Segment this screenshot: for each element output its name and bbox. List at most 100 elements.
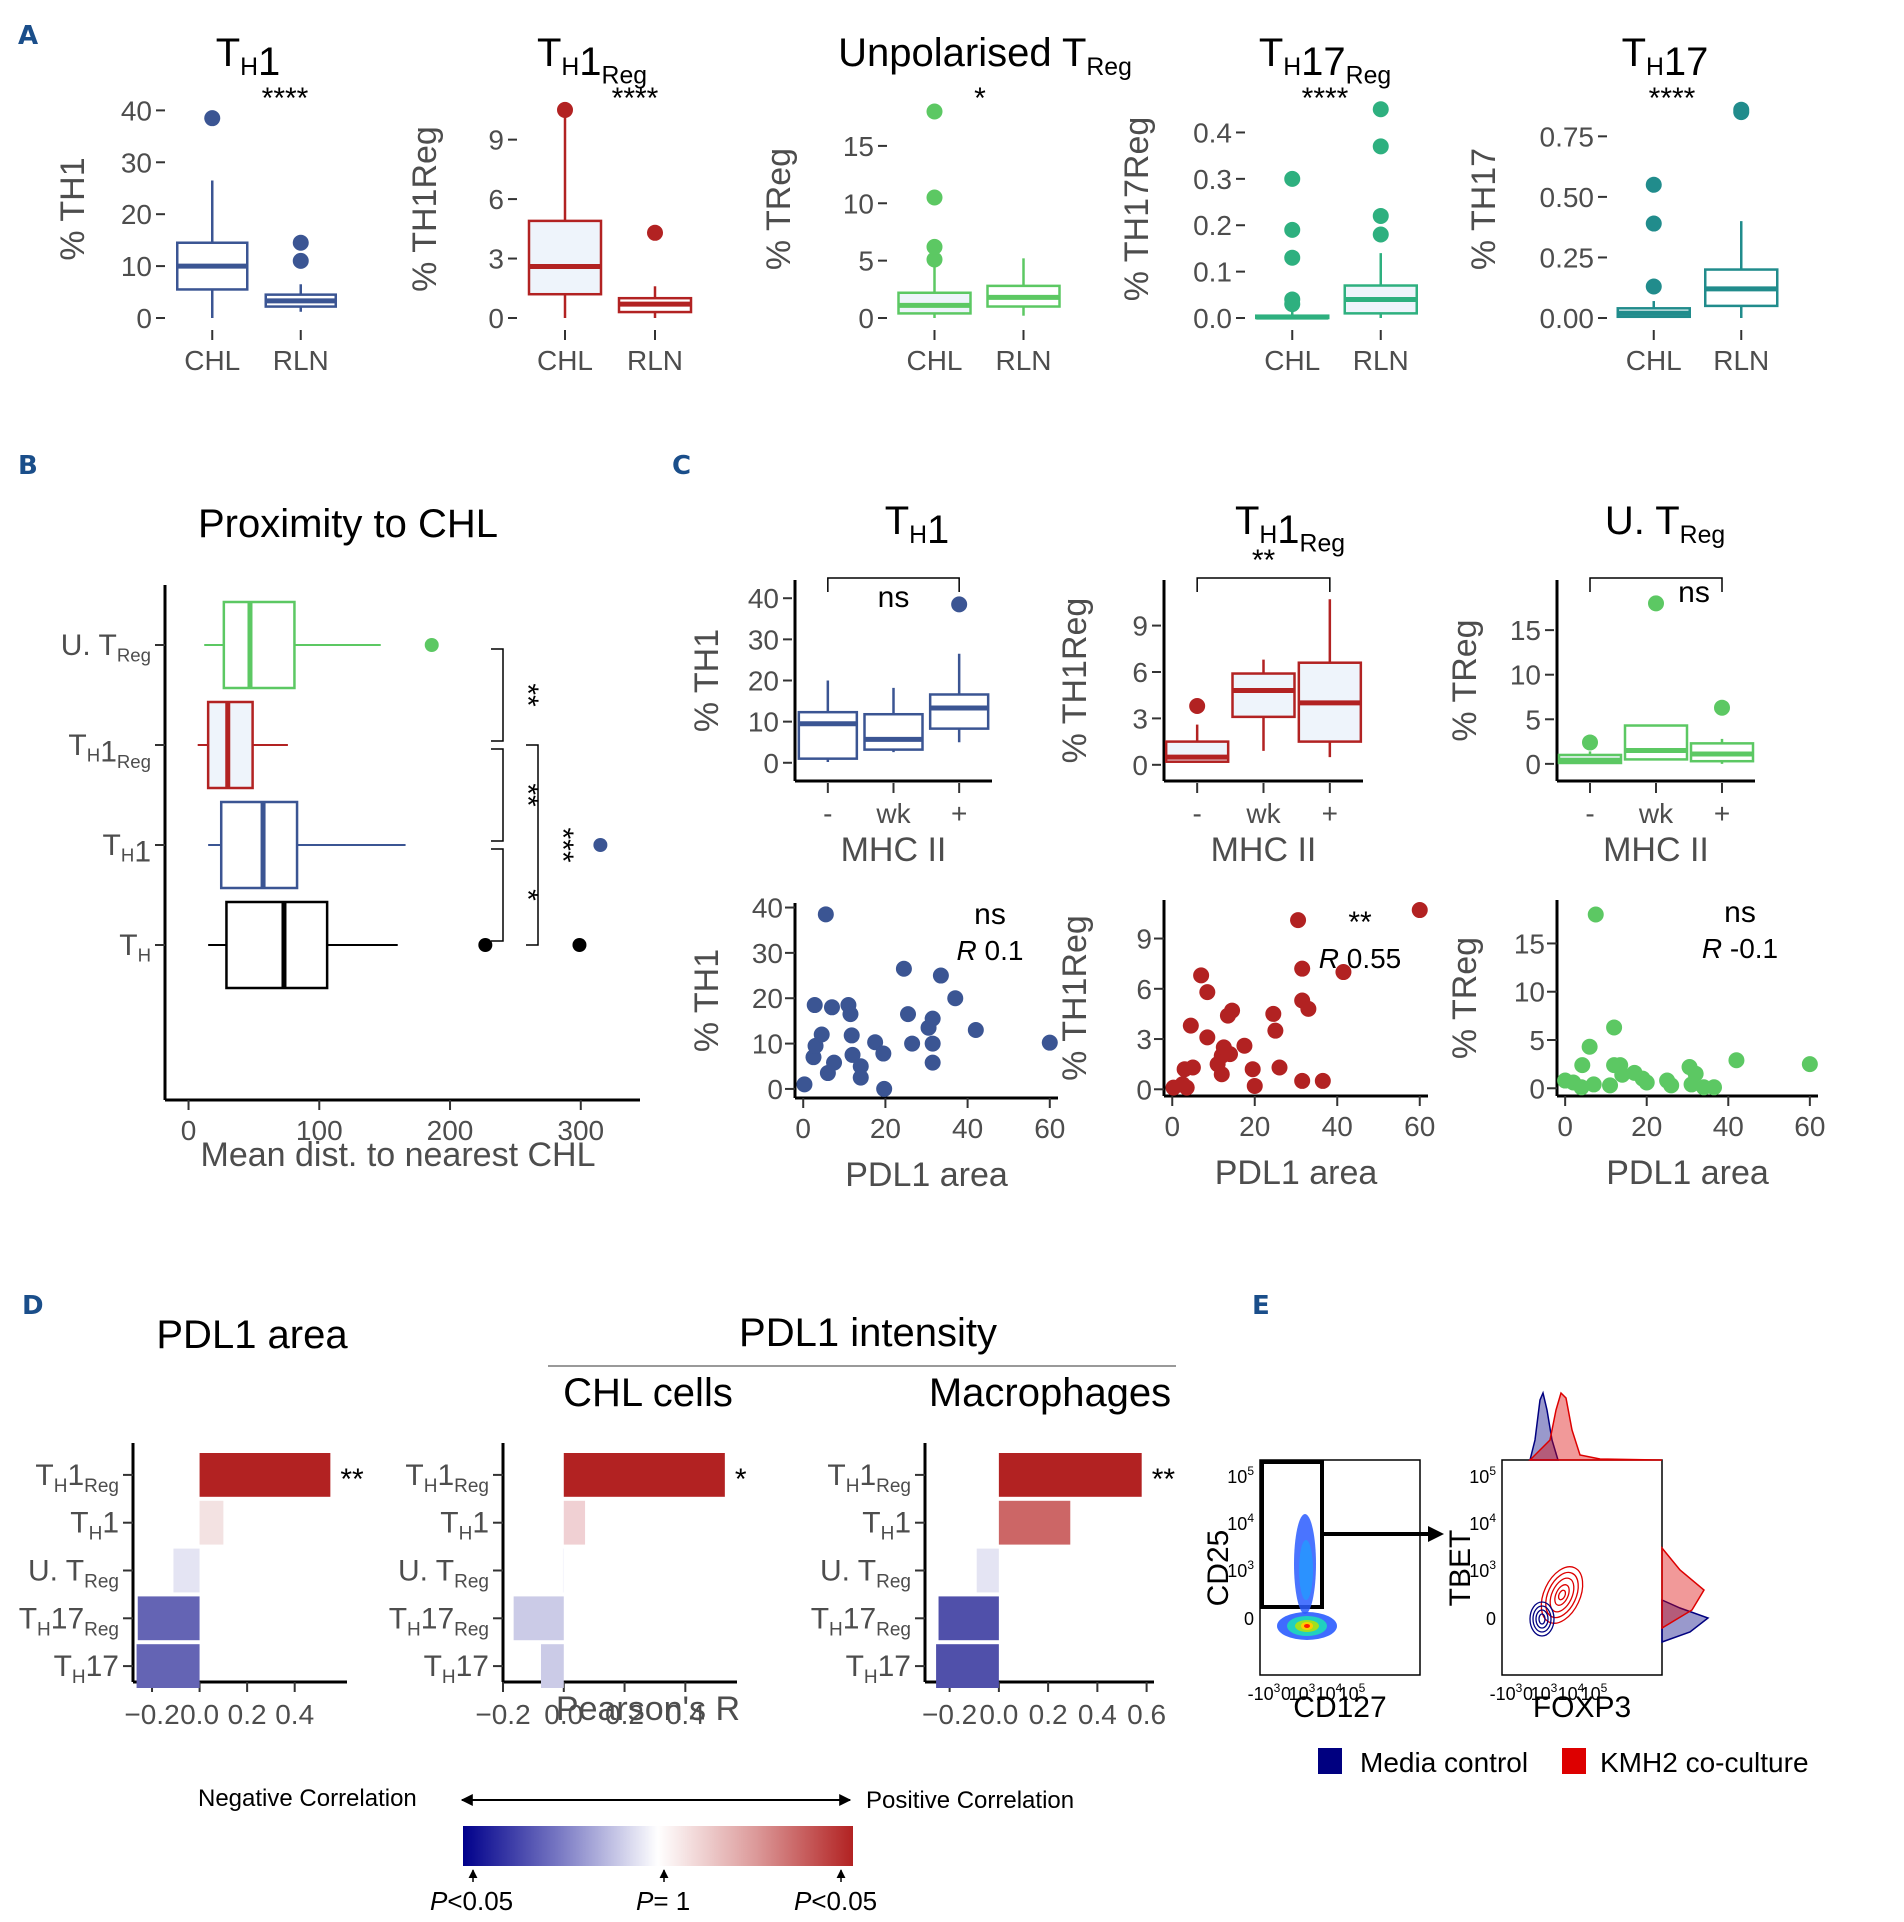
x-tick-label: RLN bbox=[995, 345, 1051, 376]
outlier-point bbox=[1372, 207, 1389, 224]
y-category-label: TH1 bbox=[70, 1507, 119, 1545]
y-axis-label: % TReg bbox=[760, 148, 798, 270]
data-point bbox=[844, 1046, 861, 1063]
chart-title-sub2: Reg bbox=[1300, 531, 1346, 558]
y-tick-label: 3 bbox=[488, 244, 504, 275]
y-tick-label: 0 bbox=[1132, 750, 1148, 781]
x-tick-label: 60 bbox=[1034, 1113, 1065, 1144]
category-part: 1 bbox=[102, 1507, 119, 1540]
significance-label: ns bbox=[1678, 576, 1710, 609]
y-tick-label: 0.0 bbox=[1193, 303, 1232, 334]
data-point bbox=[1236, 1037, 1253, 1054]
y-tick-label: 0.4 bbox=[1193, 117, 1232, 148]
category-part: 1 bbox=[437, 1459, 454, 1492]
x-tick-label: 40 bbox=[1322, 1111, 1353, 1142]
chart-title-suffix: 1 bbox=[927, 508, 949, 552]
box-RLN bbox=[986, 258, 1061, 316]
y-tick-label: 0 bbox=[1529, 1073, 1545, 1104]
y-category-label: TH1Reg bbox=[405, 1459, 489, 1497]
bar-th17reg bbox=[513, 1596, 564, 1641]
x-tick-label: 0 bbox=[181, 1115, 197, 1146]
chart-title: U. TReg bbox=[1605, 499, 1725, 549]
x-tick-label: 0 bbox=[795, 1113, 811, 1144]
significance-label: ns bbox=[878, 581, 910, 614]
y-tick-label: 30 bbox=[748, 624, 779, 655]
cd127-y-tick: 104 bbox=[1227, 1511, 1254, 1534]
tick-base: 10 bbox=[1289, 1684, 1309, 1704]
data-point bbox=[843, 1027, 860, 1044]
cd25-cd127-plot-frame bbox=[1259, 1459, 1421, 1676]
x-tick-label: −0.2 bbox=[922, 1699, 977, 1730]
data-point bbox=[823, 999, 840, 1016]
bar-th1 bbox=[563, 1500, 586, 1545]
significance-bracket bbox=[1589, 577, 1723, 592]
tick-exponent: 5 bbox=[1601, 1681, 1608, 1695]
tick-base: 10 bbox=[1227, 1514, 1247, 1534]
y-category-label: TH1Reg bbox=[827, 1459, 911, 1497]
category-part: U. T bbox=[398, 1555, 454, 1588]
y-category-label-main: U. T bbox=[61, 629, 117, 662]
y-tick-label: 3 bbox=[1132, 703, 1148, 734]
box-RLN bbox=[1343, 101, 1418, 318]
x-tick-label: 0.2 bbox=[1029, 1699, 1068, 1730]
data-point bbox=[1213, 1066, 1230, 1083]
comparison-significance: *** bbox=[546, 827, 579, 862]
data-point bbox=[904, 1035, 921, 1052]
r-value: -0.1 bbox=[1730, 933, 1778, 964]
chart-title-main: Unpolarised T bbox=[838, 31, 1086, 75]
tick-base: 0 bbox=[1486, 1609, 1496, 1629]
x-tick-label: 20 bbox=[1631, 1111, 1662, 1142]
y-tick-label: 9 bbox=[488, 125, 504, 156]
y-tick-label: 0 bbox=[858, 303, 874, 334]
data-point bbox=[1294, 960, 1311, 977]
tick-exponent: 5 bbox=[1489, 1464, 1496, 1478]
legend-swatch-media-control bbox=[1318, 1748, 1342, 1774]
chart-title-suffix: 1 bbox=[579, 40, 601, 84]
y-tick-label: 20 bbox=[748, 666, 779, 697]
data-point bbox=[876, 1080, 893, 1097]
y-tick-label: 10 bbox=[1514, 977, 1545, 1008]
iqr-box bbox=[863, 712, 924, 751]
x-tick-label: −0.2 bbox=[124, 1699, 179, 1730]
x-tick-label: 0 bbox=[1557, 1111, 1573, 1142]
y-tick-label: 0.3 bbox=[1193, 164, 1232, 195]
data-point bbox=[1581, 1038, 1598, 1055]
y-tick-label: 40 bbox=[121, 95, 152, 126]
data-point bbox=[1663, 1077, 1680, 1094]
y-tick-label: 0.50 bbox=[1540, 182, 1595, 213]
x-tick-label: CHL bbox=[537, 345, 593, 376]
x-tick-label: 0.4 bbox=[666, 1699, 705, 1730]
y-tick-label: 0.1 bbox=[1193, 257, 1232, 288]
iqr-box bbox=[797, 710, 859, 760]
data-point bbox=[1411, 902, 1428, 919]
tick-exponent: 4 bbox=[1247, 1511, 1254, 1525]
tick-base: 10 bbox=[1316, 1684, 1336, 1704]
chart-title-sub: H bbox=[1259, 522, 1277, 549]
foxp3-x-tick: -103 bbox=[1490, 1681, 1523, 1704]
outlier-point bbox=[572, 938, 587, 952]
data-point bbox=[1267, 1022, 1284, 1039]
y-tick-label: 0.75 bbox=[1540, 121, 1595, 152]
comparison-bracket bbox=[491, 648, 504, 742]
kmh2-contours bbox=[1540, 1566, 1584, 1624]
data-point bbox=[967, 1021, 984, 1038]
x-tick-label: - bbox=[823, 798, 832, 829]
data-point bbox=[895, 960, 912, 977]
x-tick-label: + bbox=[1322, 798, 1338, 829]
outlier-point bbox=[1284, 170, 1301, 187]
data-point bbox=[1587, 906, 1604, 923]
iqr-box bbox=[206, 700, 254, 790]
r-symbol: R bbox=[1319, 943, 1347, 974]
y-category-label-sub2: Reg bbox=[117, 645, 151, 666]
data-point bbox=[1294, 1072, 1311, 1089]
x-tick-label: CHL bbox=[906, 345, 962, 376]
x-tick-label: 0.4 bbox=[275, 1699, 314, 1730]
tick-base: 10 bbox=[1531, 1684, 1551, 1704]
x-tick-label: −0.2 bbox=[475, 1699, 530, 1730]
outlier-point bbox=[926, 189, 943, 206]
p-right-label: P<0.05 bbox=[794, 1886, 877, 1916]
data-point bbox=[1602, 1077, 1619, 1094]
y-category-label-main: T bbox=[119, 929, 137, 962]
iqr-box bbox=[225, 900, 329, 990]
